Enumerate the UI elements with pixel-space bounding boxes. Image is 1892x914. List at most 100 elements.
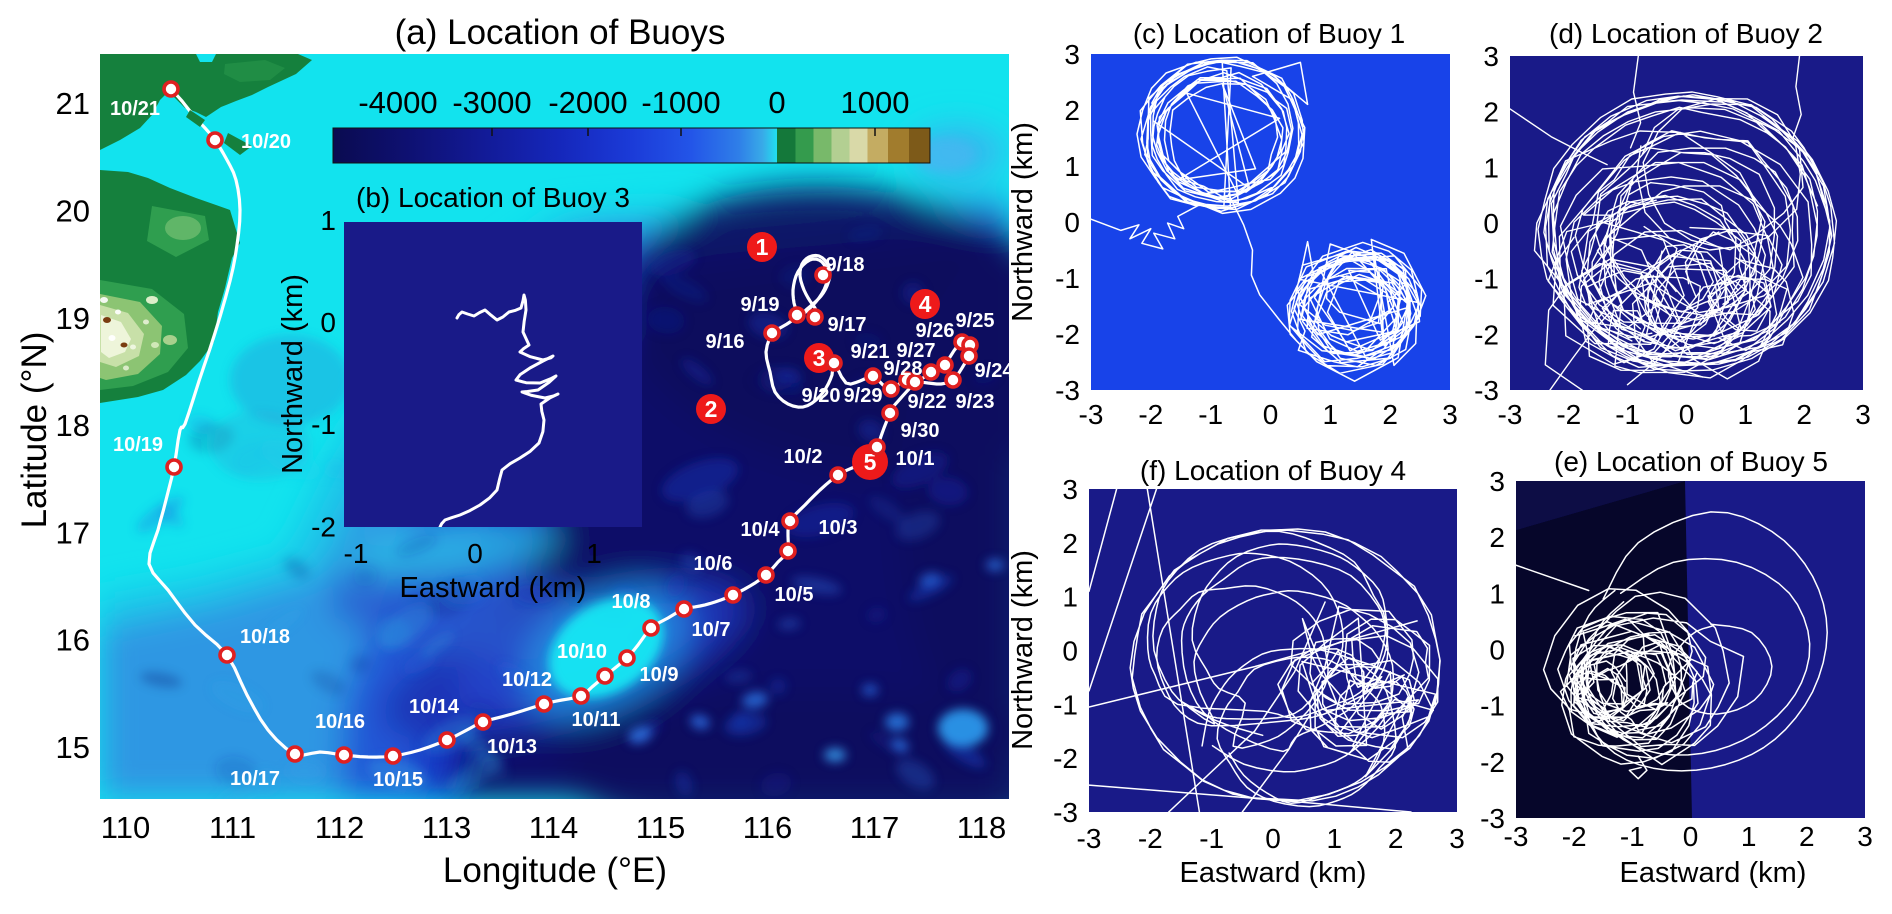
svg-text:115: 115 bbox=[636, 810, 685, 845]
svg-text:0: 0 bbox=[1683, 821, 1699, 852]
svg-text:110: 110 bbox=[101, 810, 150, 845]
svg-text:1: 1 bbox=[1489, 578, 1505, 609]
svg-text:2: 2 bbox=[1382, 399, 1398, 430]
svg-text:9/29: 9/29 bbox=[844, 385, 883, 407]
svg-text:9/18: 9/18 bbox=[826, 254, 865, 276]
svg-text:3: 3 bbox=[1857, 821, 1873, 852]
svg-text:-2: -2 bbox=[1138, 823, 1163, 854]
svg-text:10/16: 10/16 bbox=[315, 711, 365, 733]
svg-text:-1: -1 bbox=[344, 538, 369, 569]
svg-text:10/3: 10/3 bbox=[819, 517, 858, 539]
svg-text:16: 16 bbox=[56, 623, 90, 658]
svg-text:10/20: 10/20 bbox=[241, 131, 291, 153]
svg-text:Eastward (km): Eastward (km) bbox=[400, 572, 587, 604]
svg-text:9/23: 9/23 bbox=[956, 391, 995, 413]
svg-text:Northward (km): Northward (km) bbox=[1007, 550, 1039, 750]
svg-text:-4000: -4000 bbox=[358, 85, 437, 120]
svg-text:3: 3 bbox=[1062, 474, 1078, 505]
svg-text:19: 19 bbox=[56, 301, 90, 336]
svg-text:2: 2 bbox=[1483, 97, 1499, 128]
svg-text:10/15: 10/15 bbox=[373, 769, 423, 791]
svg-text:(e) Location of Buoy 5: (e) Location of Buoy 5 bbox=[1554, 446, 1828, 477]
svg-text:3: 3 bbox=[1855, 399, 1871, 430]
svg-text:2: 2 bbox=[1489, 522, 1505, 553]
svg-text:3: 3 bbox=[813, 345, 826, 371]
svg-text:114: 114 bbox=[529, 810, 578, 845]
svg-text:Eastward (km): Eastward (km) bbox=[1180, 857, 1367, 889]
svg-text:-3: -3 bbox=[1504, 821, 1529, 852]
svg-text:1: 1 bbox=[320, 205, 336, 236]
svg-text:1: 1 bbox=[1483, 152, 1499, 183]
svg-text:3: 3 bbox=[1489, 466, 1505, 497]
svg-text:0: 0 bbox=[1679, 399, 1695, 430]
svg-text:10/5: 10/5 bbox=[775, 584, 814, 606]
svg-text:21: 21 bbox=[56, 86, 90, 121]
svg-text:-2: -2 bbox=[1053, 743, 1078, 774]
svg-text:20: 20 bbox=[56, 194, 90, 229]
svg-text:9/24: 9/24 bbox=[975, 360, 1015, 382]
svg-text:-2: -2 bbox=[1556, 399, 1581, 430]
svg-text:Northward (km): Northward (km) bbox=[277, 274, 309, 474]
svg-text:-1: -1 bbox=[1198, 399, 1223, 430]
svg-text:2: 2 bbox=[1388, 823, 1404, 854]
svg-text:5: 5 bbox=[864, 449, 877, 475]
svg-text:10/10: 10/10 bbox=[557, 641, 607, 663]
svg-text:18: 18 bbox=[56, 408, 90, 443]
svg-text:0: 0 bbox=[1489, 635, 1505, 666]
svg-text:0: 0 bbox=[467, 538, 483, 569]
svg-text:10/17: 10/17 bbox=[230, 768, 280, 790]
svg-text:1: 1 bbox=[1327, 823, 1343, 854]
svg-text:1: 1 bbox=[756, 234, 769, 260]
svg-text:-2: -2 bbox=[1055, 319, 1080, 350]
svg-text:10/8: 10/8 bbox=[612, 591, 651, 613]
svg-text:-1: -1 bbox=[1620, 821, 1645, 852]
svg-text:9/16: 9/16 bbox=[706, 331, 745, 353]
svg-text:1: 1 bbox=[1064, 151, 1080, 182]
svg-text:-2: -2 bbox=[1474, 319, 1499, 350]
svg-text:118: 118 bbox=[957, 810, 1006, 845]
svg-text:Eastward (km): Eastward (km) bbox=[1620, 857, 1807, 889]
svg-text:9/26: 9/26 bbox=[916, 320, 955, 342]
svg-text:-2: -2 bbox=[1480, 747, 1505, 778]
svg-text:112: 112 bbox=[315, 810, 364, 845]
svg-text:0: 0 bbox=[320, 307, 336, 338]
svg-text:1: 1 bbox=[1062, 582, 1078, 613]
svg-text:-3: -3 bbox=[1480, 803, 1505, 834]
svg-text:2: 2 bbox=[1796, 399, 1812, 430]
svg-text:1: 1 bbox=[1741, 821, 1757, 852]
svg-text:(a) Location of Buoys: (a) Location of Buoys bbox=[395, 13, 726, 52]
svg-text:10/12: 10/12 bbox=[502, 669, 552, 691]
svg-text:(b) Location of Buoy 3: (b) Location of Buoy 3 bbox=[356, 182, 630, 213]
svg-text:9/20: 9/20 bbox=[802, 385, 841, 407]
svg-text:Latitude (°N): Latitude (°N) bbox=[15, 332, 54, 529]
svg-text:-3: -3 bbox=[1055, 375, 1080, 406]
svg-text:1: 1 bbox=[1323, 399, 1339, 430]
svg-text:0: 0 bbox=[768, 85, 785, 120]
svg-text:10/9: 10/9 bbox=[640, 664, 679, 686]
svg-text:0: 0 bbox=[1064, 207, 1080, 238]
svg-text:0: 0 bbox=[1263, 399, 1279, 430]
svg-text:Northward (km): Northward (km) bbox=[1007, 122, 1039, 322]
svg-text:10/1: 10/1 bbox=[896, 448, 935, 470]
svg-text:-1: -1 bbox=[1053, 689, 1078, 720]
svg-text:9/25: 9/25 bbox=[956, 310, 995, 332]
svg-text:3: 3 bbox=[1442, 399, 1458, 430]
svg-text:-1: -1 bbox=[1615, 399, 1640, 430]
svg-text:9/28: 9/28 bbox=[884, 358, 923, 380]
svg-text:10/18: 10/18 bbox=[240, 626, 290, 648]
svg-text:2: 2 bbox=[1062, 528, 1078, 559]
svg-text:-1: -1 bbox=[1480, 691, 1505, 722]
svg-text:10/2: 10/2 bbox=[784, 446, 823, 468]
svg-text:10/6: 10/6 bbox=[694, 553, 733, 575]
svg-text:117: 117 bbox=[850, 810, 899, 845]
svg-text:10/14: 10/14 bbox=[409, 696, 460, 718]
svg-text:-2: -2 bbox=[311, 511, 336, 542]
svg-text:10/7: 10/7 bbox=[692, 619, 731, 641]
svg-text:-3: -3 bbox=[1474, 375, 1499, 406]
svg-text:0: 0 bbox=[1062, 636, 1078, 667]
svg-text:2: 2 bbox=[1799, 821, 1815, 852]
svg-text:-3: -3 bbox=[1077, 823, 1102, 854]
svg-text:116: 116 bbox=[743, 810, 792, 845]
svg-text:17: 17 bbox=[56, 515, 90, 550]
svg-text:(f) Location of Buoy 4: (f) Location of Buoy 4 bbox=[1140, 455, 1406, 486]
